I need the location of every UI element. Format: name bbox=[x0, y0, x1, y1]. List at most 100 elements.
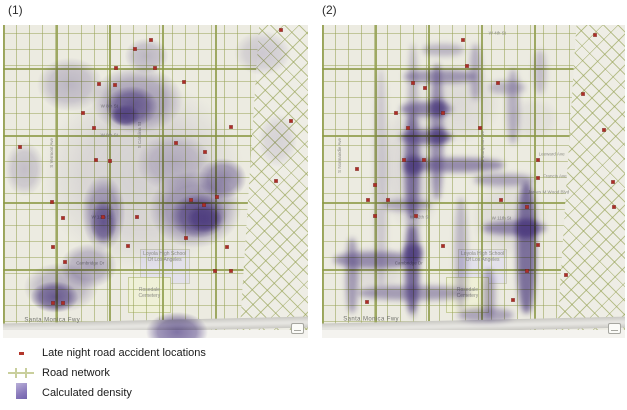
accident-point bbox=[203, 150, 207, 154]
accident-point bbox=[184, 236, 188, 240]
density-segment bbox=[358, 286, 471, 301]
density-segment bbox=[405, 112, 419, 220]
density-segment bbox=[482, 220, 547, 235]
accident-point bbox=[411, 81, 415, 85]
density-segment bbox=[431, 128, 447, 144]
accident-point bbox=[465, 64, 469, 68]
accident-point bbox=[525, 269, 529, 273]
density-layer bbox=[322, 25, 625, 338]
map-network-kernel-density: Santa Monica Fwy Loyola High School Of Lo… bbox=[322, 25, 625, 338]
density-segment bbox=[382, 198, 432, 212]
accident-point bbox=[108, 159, 112, 163]
legend-label-road-network: Road network bbox=[42, 367, 110, 379]
map-label: S Catalina St bbox=[137, 122, 143, 149]
accident-point bbox=[406, 126, 410, 130]
density-blob bbox=[250, 103, 305, 179]
accident-point bbox=[496, 81, 500, 85]
accident-point bbox=[373, 214, 377, 218]
map-label: Rosedale Cemetery bbox=[138, 286, 161, 299]
accident-point bbox=[149, 38, 153, 42]
map-label: W 8th St bbox=[100, 103, 118, 109]
cemetery-area bbox=[446, 276, 490, 314]
attribution-icon[interactable] bbox=[291, 323, 304, 334]
accident-point bbox=[94, 158, 98, 162]
density-segment bbox=[400, 101, 453, 116]
accident-point bbox=[461, 38, 465, 42]
accident-point bbox=[386, 198, 390, 202]
density-blob bbox=[3, 43, 284, 307]
accident-point bbox=[229, 125, 233, 129]
density-segment bbox=[534, 50, 547, 94]
accident-point bbox=[50, 200, 54, 204]
accident-point bbox=[536, 176, 540, 180]
accident-point bbox=[373, 183, 377, 187]
map-label: Leeward Ave bbox=[538, 151, 565, 157]
density-blob bbox=[48, 234, 129, 298]
map-label: Rosedale Cemetery bbox=[456, 286, 479, 299]
accident-point bbox=[525, 205, 529, 209]
density-segment bbox=[403, 156, 422, 176]
accident-point bbox=[593, 33, 597, 37]
school-area bbox=[140, 248, 190, 284]
accident-point bbox=[153, 66, 157, 70]
map-label: Francis Ave bbox=[543, 173, 567, 179]
accident-point bbox=[135, 215, 139, 219]
road-grid-diagonal-layer bbox=[239, 25, 308, 338]
map-label: S Normandie Ave bbox=[337, 137, 343, 173]
density-blob bbox=[21, 275, 89, 320]
accident-point bbox=[611, 180, 615, 183]
density-blob bbox=[9, 253, 113, 323]
basemap-layer bbox=[3, 25, 308, 338]
accident-point bbox=[202, 203, 206, 207]
map-label: W 9th St bbox=[100, 131, 118, 137]
density-blob bbox=[3, 131, 52, 207]
road-grid-layer bbox=[322, 25, 577, 338]
accident-point bbox=[441, 111, 445, 115]
legend-item-road-network: Road network bbox=[6, 363, 326, 383]
map-label: Cambridge Dr bbox=[394, 260, 423, 266]
density-segment bbox=[515, 219, 538, 238]
density-segment bbox=[506, 68, 519, 144]
density-blob bbox=[189, 150, 257, 207]
accident-points-layer bbox=[3, 25, 308, 338]
panel-1-label: (1) bbox=[8, 3, 23, 17]
attribution-icon[interactable] bbox=[608, 323, 621, 334]
density-segment bbox=[421, 43, 465, 57]
map-labels-layer: Santa Monica Fwy Loyola High School Of Lo… bbox=[3, 25, 308, 338]
map-label: Loyola High School Of Los Angeles bbox=[143, 250, 187, 263]
accident-point bbox=[213, 269, 217, 273]
map-label: James M Wood Blvd bbox=[528, 189, 570, 195]
density-blob bbox=[115, 31, 177, 82]
accident-point bbox=[51, 245, 55, 249]
accident-point bbox=[612, 205, 616, 209]
legend-item-density: Calculated density bbox=[6, 383, 326, 403]
accident-point bbox=[133, 47, 137, 51]
density-blob bbox=[131, 156, 260, 263]
density-segment bbox=[334, 251, 416, 268]
accident-point bbox=[174, 141, 178, 145]
accident-point bbox=[423, 86, 427, 90]
accident-point bbox=[581, 92, 585, 96]
accident-point bbox=[441, 244, 445, 248]
density-segment bbox=[403, 70, 477, 83]
accident-point bbox=[113, 83, 117, 87]
road-grid-diagonal-layer bbox=[556, 25, 625, 338]
accident-point bbox=[536, 158, 540, 162]
accident-point bbox=[225, 245, 229, 249]
density-segment bbox=[400, 129, 453, 144]
accident-point bbox=[215, 195, 219, 199]
accident-point bbox=[499, 198, 503, 202]
map-planar-kernel-density: Santa Monica Fwy Loyola High School Of Lo… bbox=[3, 25, 308, 338]
accident-point bbox=[366, 198, 370, 202]
density-blob bbox=[364, 71, 462, 260]
road-grid-layer bbox=[3, 25, 260, 338]
accident-point bbox=[365, 300, 369, 304]
accident-point bbox=[63, 260, 67, 264]
accident-point bbox=[61, 216, 65, 220]
density-swatch-icon bbox=[6, 383, 36, 399]
map-label: S Vermont Ave bbox=[48, 137, 54, 168]
legend-label-accidents: Late night road accident locations bbox=[42, 347, 206, 359]
map-label: Loyola High School Of Los Angeles bbox=[461, 250, 505, 263]
density-segment bbox=[482, 269, 495, 320]
accident-point bbox=[279, 28, 283, 32]
